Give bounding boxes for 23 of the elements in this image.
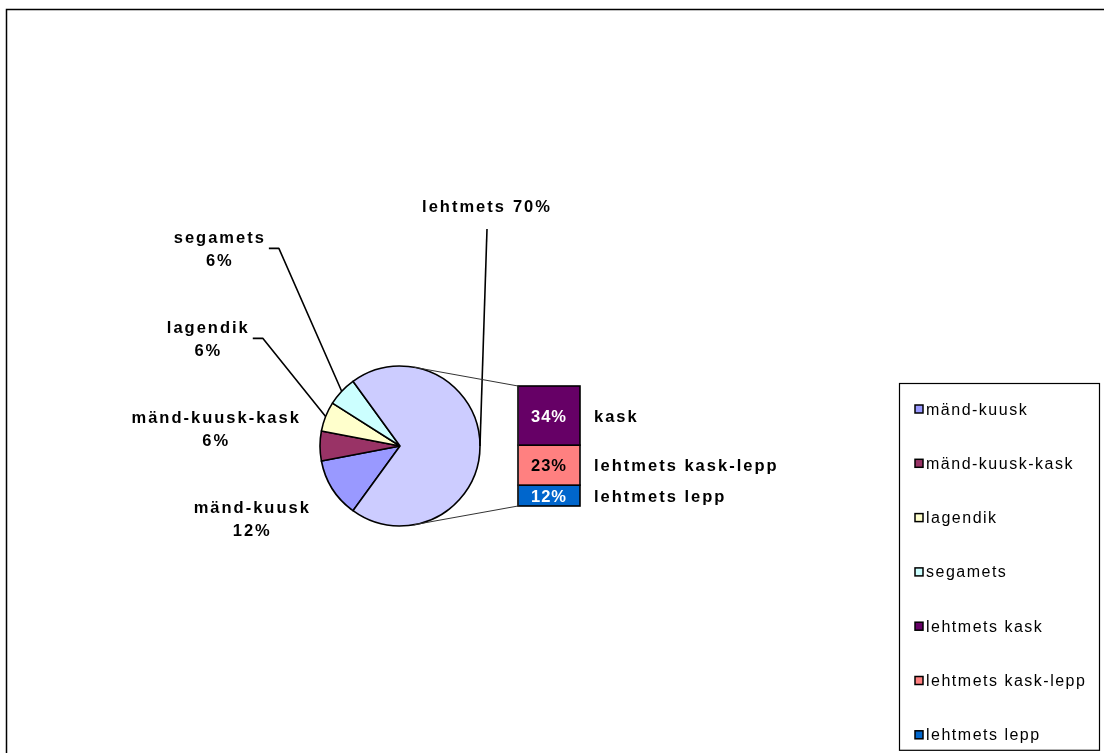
data-label: 12% bbox=[232, 520, 272, 539]
slice-label: lehtmets bbox=[422, 197, 506, 215]
data-label: 34% bbox=[530, 406, 568, 425]
data-label: 12% bbox=[530, 486, 568, 505]
data-label: 6% bbox=[202, 430, 231, 449]
legend-label: mänd-kuusk bbox=[926, 400, 1029, 418]
legend-label: lehtmets kask bbox=[926, 617, 1044, 635]
slice-label: segamets bbox=[173, 227, 266, 246]
text: lehtmets kask-lepp bbox=[594, 456, 779, 475]
legend-label: lagendik bbox=[926, 509, 998, 527]
data-label: 23% bbox=[530, 456, 568, 475]
data-label: 70% bbox=[512, 197, 552, 215]
legend-label: lehtmets lepp bbox=[926, 726, 1041, 744]
slice-label: lagendik bbox=[166, 317, 250, 336]
slice-label: mänd-kuusk-kask bbox=[131, 407, 301, 426]
data-label: 6% bbox=[205, 250, 234, 269]
slice-label: mänd-kuusk bbox=[193, 497, 311, 516]
legend-label: mänd-kuusk-kask bbox=[926, 454, 1074, 472]
data-label: 6% bbox=[194, 340, 223, 359]
text: kask bbox=[594, 406, 639, 425]
text: lehtmets lepp bbox=[594, 486, 727, 505]
legend-label: lehtmets kask-lepp bbox=[926, 672, 1087, 689]
legend-label: segamets bbox=[926, 563, 1008, 581]
